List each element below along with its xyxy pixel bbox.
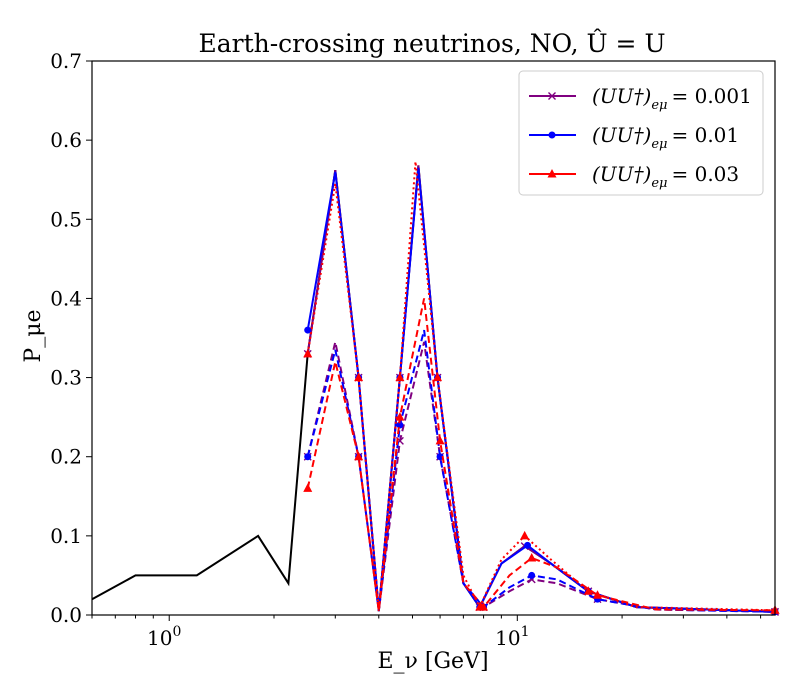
triangle-marker [547, 169, 557, 178]
triangle-marker [395, 412, 405, 421]
series-line [306, 329, 776, 613]
x-axis: 100 101 [91, 615, 762, 650]
y-tick-label: 0.7 [50, 49, 82, 73]
y-tick-label: 0.4 [50, 286, 82, 310]
circle-marker [548, 131, 556, 139]
series-line [91, 165, 776, 613]
series-line [306, 167, 776, 613]
triangle-marker [354, 451, 364, 461]
legend-label: (UU†)eμ = 0.01 [592, 123, 739, 152]
chart-title: Earth-crossing neutrinos, NO, Û = U [198, 29, 665, 58]
circle-marker [524, 541, 532, 549]
legend-entry: (UU†)eμ = 0.001 [529, 84, 752, 113]
triangle-marker [433, 372, 443, 382]
triangle-marker [435, 435, 445, 445]
series-line [306, 298, 776, 612]
triangle-marker [583, 586, 593, 595]
x-tick-base: 10 [147, 626, 172, 650]
legend-label-main: (UU†) [592, 123, 651, 147]
circle-marker [304, 326, 312, 334]
series--uu-e-0-03-dashed [303, 298, 780, 614]
y-tick-label: 0.3 [50, 366, 82, 390]
x-tick-exponent: 0 [172, 624, 181, 640]
x-tick-exponent: 1 [521, 624, 530, 640]
y-tick-label: 0.0 [50, 603, 82, 627]
triangle-marker [527, 553, 537, 562]
series-line [306, 341, 776, 613]
legend-entry: (UU†)eμ = 0.01 [529, 123, 739, 152]
legend-label-sub: eμ [651, 176, 667, 191]
series-lines [91, 161, 780, 616]
series--uu-e-0-01-solid [304, 167, 779, 616]
legend-label: (UU†)eμ = 0.03 [592, 162, 739, 191]
triangle-marker [395, 372, 405, 382]
circle-marker [436, 453, 444, 461]
legend-label-value: = 0.01 [671, 123, 739, 147]
circle-marker [528, 571, 536, 579]
legend-label-sub: eμ [651, 98, 667, 113]
x-tick-base: 10 [495, 626, 520, 650]
circle-marker [304, 453, 312, 461]
legend-label-main: (UU†) [592, 84, 651, 108]
y-axis-label: P_μe [21, 309, 46, 362]
x-axis-label: E_ν [GeV] [377, 649, 488, 674]
legend: (UU†)eμ = 0.001(UU†)eμ = 0.01(UU†)eμ = 0.03 [518, 70, 764, 196]
y-tick-label: 0.2 [50, 445, 82, 469]
plot-frame [91, 60, 776, 616]
triangle-marker [303, 348, 313, 358]
series-standard-no-nsi- [91, 165, 776, 613]
legend-label: (UU†)eμ = 0.001 [592, 84, 752, 113]
legend-label-sub: eμ [651, 137, 667, 152]
y-axis: 0.0 0.1 0.2 0.3 0.4 0.5 0.6 0.7 [50, 49, 92, 627]
series--uu-e-0-001-solid [303, 165, 779, 616]
legend-label-value: = 0.03 [671, 162, 739, 186]
triangle-marker [479, 602, 489, 611]
triangle-marker [354, 372, 364, 382]
x-marker [548, 92, 556, 100]
series-line [306, 161, 776, 612]
x-tick-label: 101 [495, 624, 529, 650]
series--uu-e-0-03-dotted [303, 161, 780, 614]
triangle-marker [303, 483, 313, 492]
triangle-marker [593, 590, 603, 599]
series-line [306, 165, 776, 613]
y-tick-label: 0.6 [50, 128, 82, 152]
legend-label-value: = 0.001 [671, 84, 751, 108]
triangle-marker [520, 530, 530, 540]
legend-label-main: (UU†) [592, 162, 651, 186]
legend-entry: (UU†)eμ = 0.03 [529, 162, 739, 191]
y-tick-label: 0.5 [50, 207, 82, 231]
y-tick-label: 0.1 [50, 524, 82, 548]
circle-marker [396, 421, 404, 429]
plot-area: 0.00.10.20.30.40.50.60.7 100 101 [50, 49, 780, 650]
x-tick-label: 100 [147, 624, 181, 650]
legend-box [518, 70, 764, 196]
